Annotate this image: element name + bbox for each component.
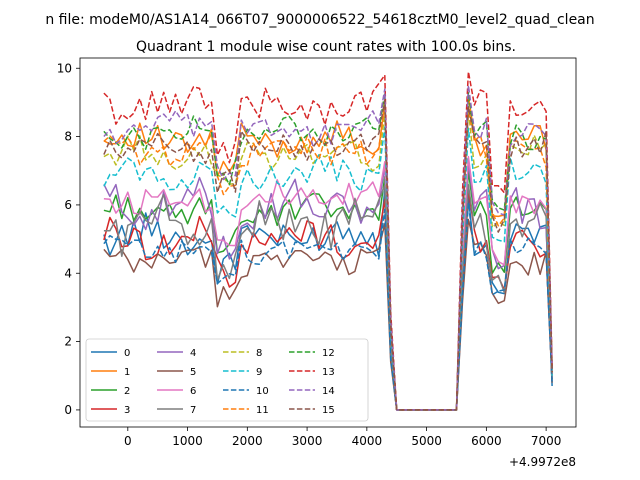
series-line-14 (103, 84, 553, 411)
series-line-0 (103, 188, 553, 411)
series-line-9 (103, 126, 553, 411)
x-tick-label: 6000 (471, 434, 502, 448)
y-tick-label: 6 (64, 198, 72, 212)
x-tick-label: 5000 (411, 434, 442, 448)
legend-label-9: 9 (256, 367, 262, 378)
y-tick-label: 4 (64, 266, 72, 280)
legend-label-15: 15 (322, 405, 335, 416)
plot-area (103, 70, 553, 411)
series-line-6 (103, 155, 553, 411)
legend-frame (85, 338, 369, 422)
legend-label-13: 13 (322, 367, 335, 378)
legend-label-4: 4 (190, 348, 196, 359)
x-tick-label: 1000 (172, 434, 203, 448)
y-tick-label: 0 (64, 403, 72, 417)
legend-label-11: 11 (256, 405, 269, 416)
x-axis: 0 1000 2000 3000 4000 5000 6000 7000 (124, 427, 561, 448)
series-line-11 (103, 103, 553, 411)
suptitle: n file: modeM0/AS1A14_066T07_9000006522_… (45, 12, 594, 28)
series-line-13 (103, 70, 553, 411)
legend-label-14: 14 (322, 386, 335, 397)
series-line-10 (103, 202, 553, 411)
y-tick-label: 8 (64, 130, 72, 144)
legend-label-0: 0 (124, 348, 130, 359)
x-tick-label: 3000 (292, 434, 323, 448)
legend-label-3: 3 (124, 405, 130, 416)
series-line-12 (103, 91, 553, 411)
axes-frame (79, 57, 577, 428)
legend-label-7: 7 (190, 405, 196, 416)
legend-label-6: 6 (190, 386, 196, 397)
legend-label-12: 12 (322, 348, 335, 359)
legend-label-2: 2 (124, 386, 130, 397)
series-line-7 (103, 184, 553, 411)
x-tick-label: 2000 (232, 434, 263, 448)
legend-label-1: 1 (124, 367, 130, 378)
y-tick-label: 2 (64, 335, 72, 349)
y-tick-label: 10 (57, 61, 72, 75)
series-line-4 (103, 161, 553, 411)
x-tick-label: 4000 (352, 434, 383, 448)
legend-label-5: 5 (190, 367, 196, 378)
x-offset-text: +4.9972e8 (509, 455, 576, 469)
chart-title: Quadrant 1 module wise count rates with … (136, 39, 516, 55)
legend-label-8: 8 (256, 348, 262, 359)
x-tick-label: 0 (124, 434, 132, 448)
x-tick-label: 7000 (531, 434, 562, 448)
y-axis: 0 2 4 6 8 10 (57, 61, 80, 417)
series-line-15 (103, 99, 553, 411)
legend-label-10: 10 (256, 386, 269, 397)
series-line-5 (103, 218, 553, 411)
